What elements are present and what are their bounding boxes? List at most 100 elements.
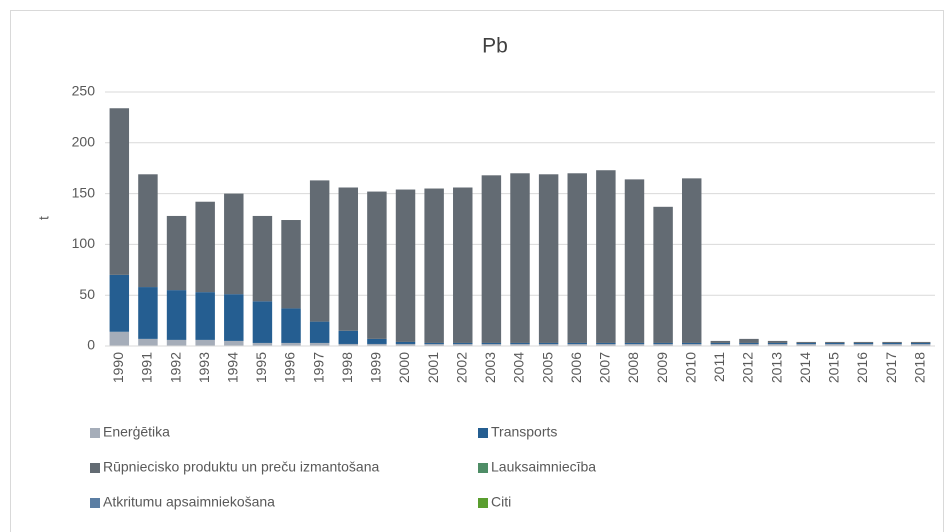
- bar-segment: [681, 343, 702, 346]
- bar-segment: [853, 341, 874, 343]
- x-tick-label: 1991: [139, 352, 155, 383]
- x-tick-label: 2015: [826, 352, 842, 383]
- x-tick-label: 2005: [539, 352, 555, 383]
- bar-segment: [510, 343, 530, 346]
- bar-segment: [309, 180, 330, 322]
- bar-segment: [825, 341, 845, 343]
- bar-segment: [624, 342, 645, 344]
- bar-segment: [453, 342, 473, 344]
- x-tick-label: 1996: [282, 352, 298, 383]
- legend-label: Citi: [491, 494, 511, 510]
- bar-segment: [739, 343, 759, 346]
- x-tick-label: 2001: [425, 352, 441, 383]
- bar-segment: [739, 338, 759, 343]
- bar-segment: [538, 343, 559, 346]
- bar-segment: [681, 178, 702, 343]
- legend-swatch: [90, 428, 100, 438]
- bar-segment: [424, 343, 444, 346]
- bar-segment: [796, 341, 816, 343]
- y-tick-label: 100: [72, 235, 96, 251]
- x-tick-label: 2009: [654, 352, 670, 383]
- bar-segment: [338, 343, 359, 346]
- y-tick-label: 150: [72, 184, 96, 200]
- x-tick-label: 1997: [310, 352, 326, 383]
- x-tick-label: 2018: [911, 352, 927, 383]
- bar-segment: [710, 340, 731, 343]
- x-tick-label: 2014: [797, 352, 813, 383]
- y-tick-label: 250: [72, 83, 96, 99]
- bar-segment: [910, 341, 931, 343]
- bar-segment: [739, 342, 759, 344]
- bar-segment: [252, 342, 273, 346]
- bar-segment: [195, 292, 215, 340]
- y-tick-label: 50: [79, 286, 95, 302]
- bar-segment: [710, 343, 731, 346]
- bar-segment: [596, 170, 616, 343]
- bar-segment: [453, 187, 473, 343]
- y-tick-label: 200: [72, 134, 96, 150]
- bar-segment: [395, 341, 416, 344]
- bar-segment: [138, 174, 158, 288]
- legend-label: Rūpniecisko produktu un preču izmantošan…: [103, 459, 379, 475]
- bar-segment: [166, 215, 187, 291]
- y-axis-label: t: [36, 216, 52, 220]
- bar-segment: [853, 343, 874, 346]
- bar-segment: [109, 274, 130, 332]
- bar-segment: [395, 343, 416, 346]
- bar-segment: [882, 343, 902, 346]
- bar-segment: [138, 338, 158, 346]
- x-tick-label: 2002: [453, 352, 469, 383]
- x-tick-label: 2012: [740, 352, 756, 383]
- bar-segment: [567, 342, 587, 344]
- x-tick-label: 2007: [597, 352, 613, 383]
- bar-segment: [338, 187, 359, 331]
- x-tick-label: 1992: [167, 352, 183, 383]
- bar-segment: [910, 342, 931, 344]
- legend-swatch: [478, 498, 488, 508]
- legend-label: Atkritumu apsaimniekošana: [103, 494, 275, 510]
- x-tick-label: 1998: [339, 352, 355, 383]
- x-tick-label: 1990: [110, 352, 126, 383]
- x-tick-label: 1994: [224, 352, 240, 383]
- bar-segment: [195, 201, 215, 293]
- y-tick-label: 0: [87, 337, 95, 353]
- bar-segment: [567, 343, 587, 346]
- bar-segment: [681, 342, 702, 344]
- legend-label: Lauksaimniecība: [491, 459, 596, 475]
- x-tick-label: 2016: [854, 352, 870, 383]
- x-tick-label: 2000: [396, 352, 412, 383]
- x-tick-label: 1995: [253, 352, 269, 383]
- bar-segment: [395, 189, 416, 342]
- bar-segment: [510, 173, 530, 343]
- legend-swatch: [90, 498, 100, 508]
- bar-segment: [224, 193, 244, 295]
- bar-segment: [481, 342, 502, 344]
- x-tick-label: 2010: [682, 352, 698, 383]
- bar-segment: [882, 341, 902, 343]
- bar-segment: [538, 342, 559, 344]
- x-tick-label: 2004: [511, 352, 527, 383]
- bar-segment: [767, 342, 788, 344]
- bar-segment: [309, 321, 330, 343]
- bar-segment: [653, 342, 673, 344]
- bar-segment: [109, 331, 130, 346]
- bar-segment: [309, 342, 330, 346]
- bar-segment: [796, 343, 816, 346]
- bar-segment: [853, 342, 874, 344]
- bar-segment: [653, 343, 673, 346]
- bar-segment: [510, 342, 530, 344]
- x-tick-label: 2003: [482, 352, 498, 383]
- legend-label: Transports: [491, 424, 557, 440]
- bar-segment: [252, 301, 273, 343]
- bar-segment: [567, 173, 587, 343]
- bar-segment: [481, 175, 502, 343]
- x-tick-label: 2011: [711, 352, 727, 382]
- bar-segment: [453, 343, 473, 346]
- bar-segment: [224, 294, 244, 341]
- x-tick-label: 1999: [368, 352, 384, 383]
- chart-title: Pb: [482, 35, 508, 58]
- bar-segment: [538, 174, 559, 343]
- bar-segment: [424, 188, 444, 343]
- x-tick-label: 2013: [768, 352, 784, 383]
